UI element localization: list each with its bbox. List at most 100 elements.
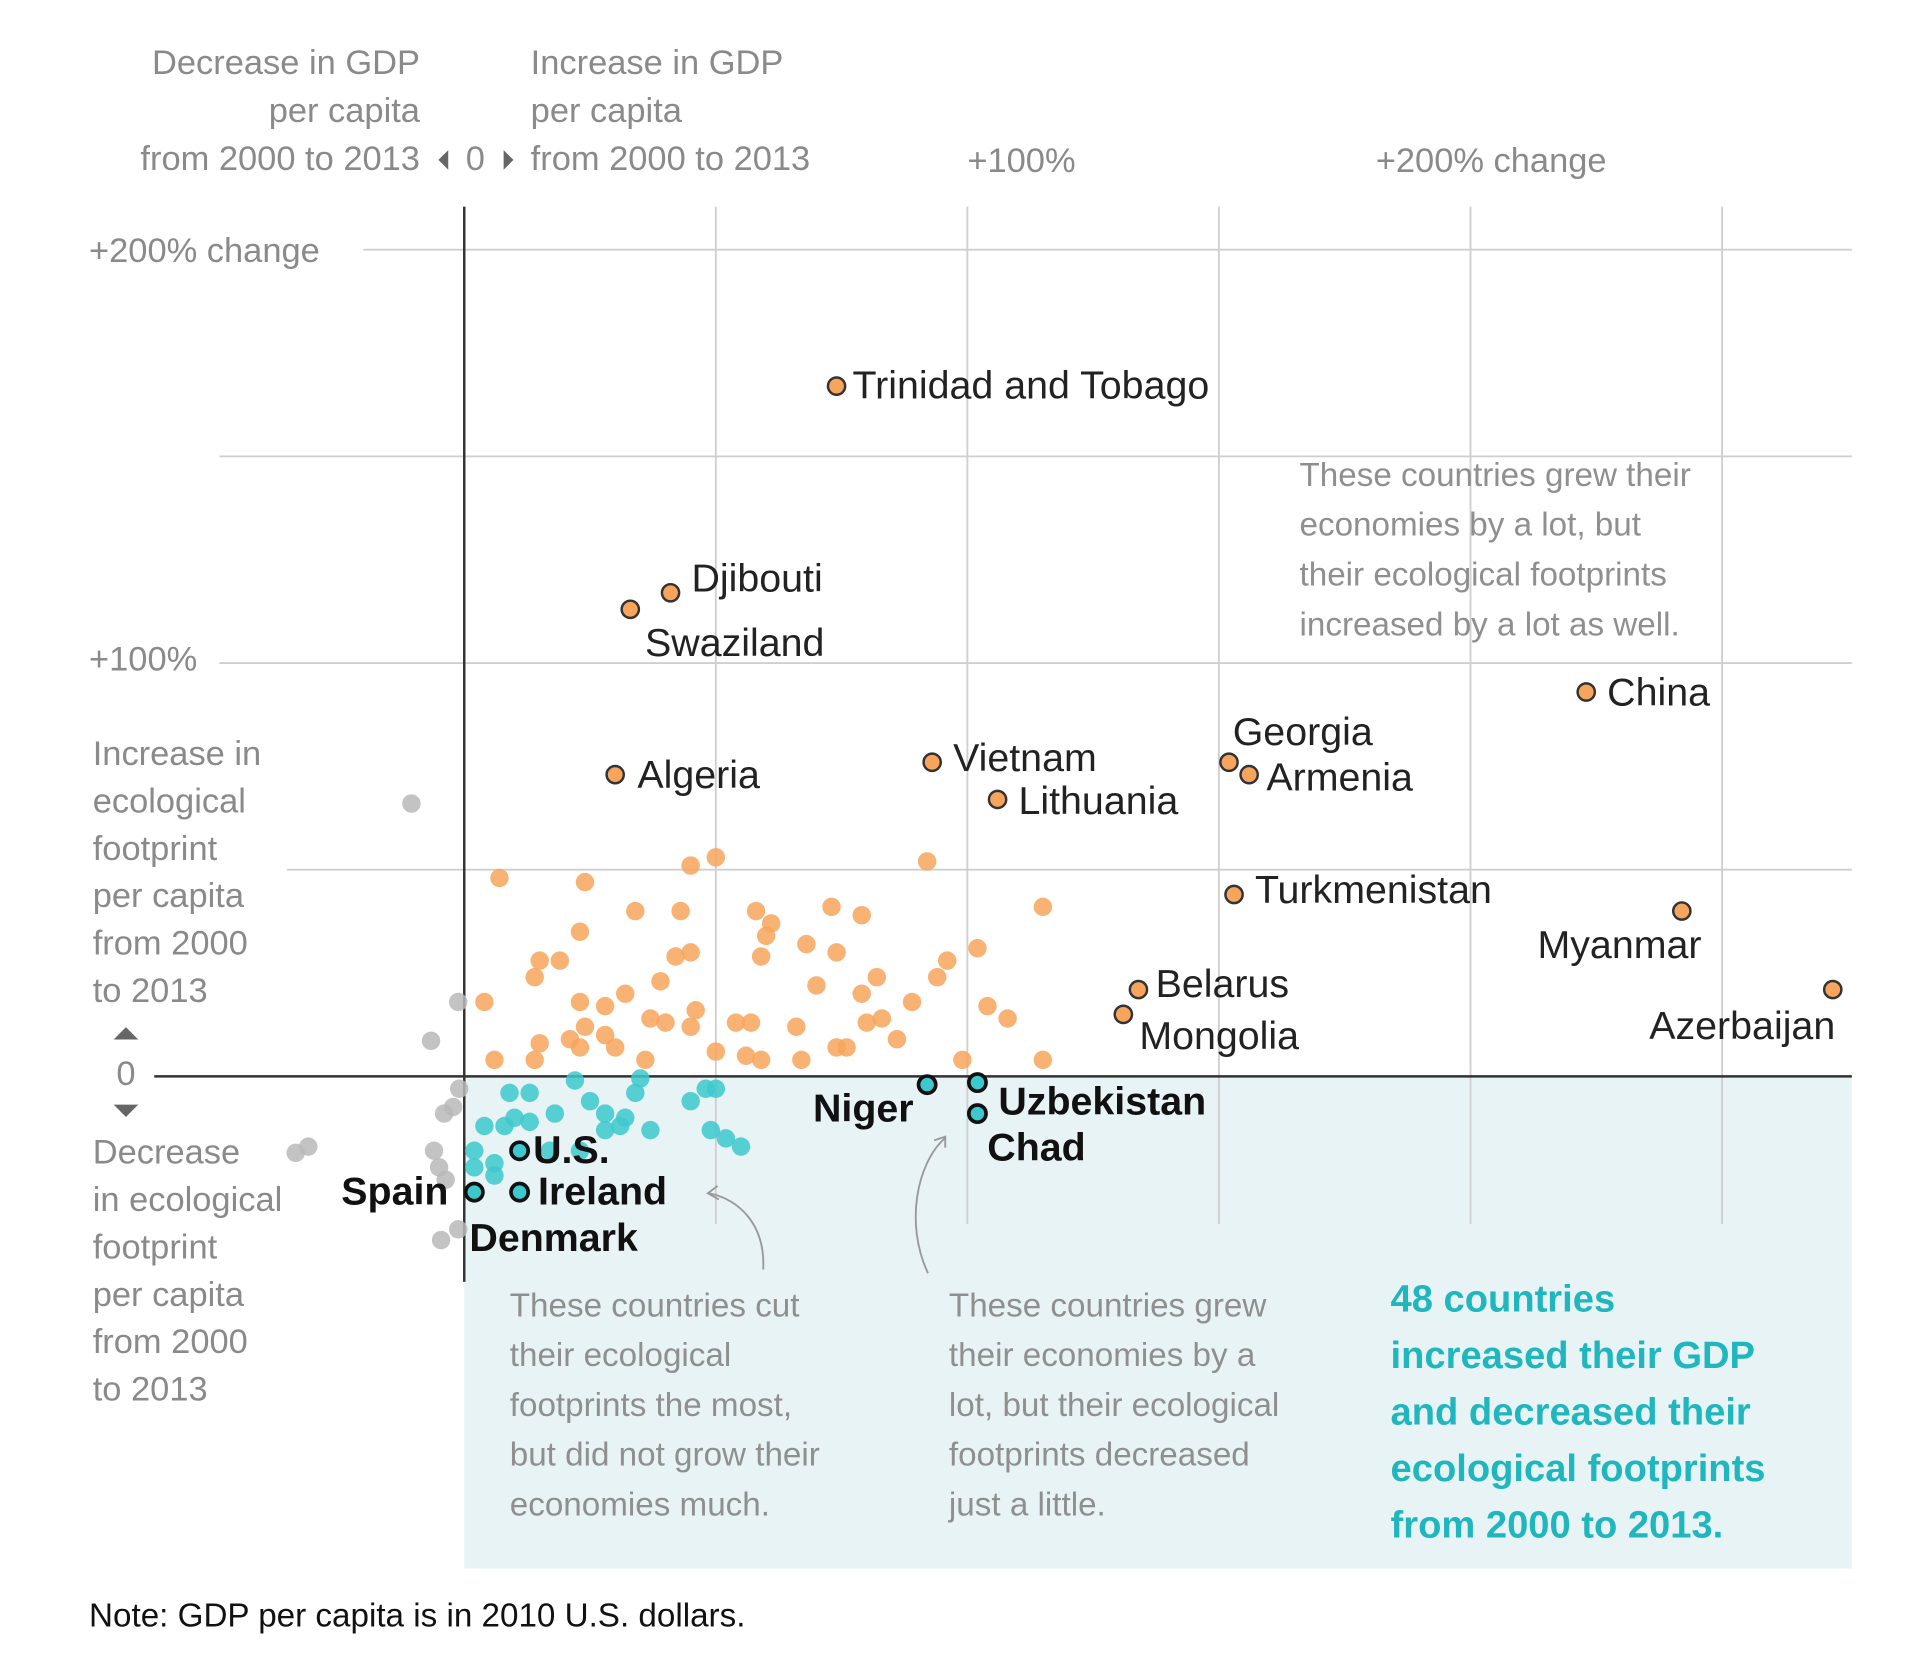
decoupled-point [641, 1120, 660, 1140]
increase_both-point [726, 1013, 746, 1032]
point-label-lithuania: Lithuania [1018, 779, 1178, 823]
decoupled-point [475, 1116, 494, 1136]
gdp_decrease-point [436, 1170, 455, 1189]
annotation-top-right-line: These countries grew their [1300, 457, 1691, 494]
increase_both-point [641, 1009, 660, 1028]
x-axis-label-negative-line: Decrease in GDP [152, 44, 420, 82]
point-azerbaijan [1822, 979, 1843, 1000]
increase_both-point [917, 852, 937, 871]
gdp_decrease-point [449, 1079, 469, 1099]
increase_both-point [827, 943, 846, 962]
increase_both-point [530, 1034, 549, 1053]
point-label-u-s: U.S. [533, 1128, 610, 1172]
increase_both-point [706, 848, 726, 867]
decoupled-point [500, 1083, 519, 1103]
annotation-grew-lot-line: footprints decreased [949, 1437, 1250, 1474]
increase_both-point [822, 897, 841, 917]
increase_both-point [595, 1025, 615, 1045]
increase_both-point [736, 1046, 756, 1065]
point-label-djibouti: Djibouti [691, 557, 822, 601]
increase_both-point [666, 947, 685, 966]
y-axis-label-negative-line: from 2000 [93, 1323, 248, 1361]
y-axis-label-negative-line: Decrease [93, 1134, 240, 1172]
increase_both-point [605, 1038, 625, 1057]
increase_both-point [550, 951, 570, 970]
decoupled-point [570, 1141, 590, 1161]
point-mongolia [1113, 1004, 1134, 1025]
point-trinidad-and-tobago [826, 376, 847, 396]
annotation-cut-most-line: their ecological [510, 1337, 731, 1374]
decoupled-point [610, 1116, 630, 1136]
increase_both-point [681, 1017, 700, 1037]
point-label-chad: Chad [987, 1125, 1085, 1169]
annotation-grew-lot-line: just a little. [948, 1487, 1106, 1524]
increase_both-point [570, 992, 590, 1012]
point-label-mongolia: Mongolia [1139, 1014, 1299, 1058]
point-vietnam [922, 752, 943, 773]
arrow-up-icon [113, 1027, 139, 1040]
annotations: These countries grew their economies by a… [510, 457, 1766, 1547]
increase_both-point [651, 972, 670, 991]
point-niger [916, 1074, 938, 1096]
annotation-cut-most-line: economies much. [510, 1487, 770, 1524]
increase_both-point [490, 868, 509, 888]
point-turkmenistan [1224, 884, 1244, 905]
annotation-cut-most-line: footprints the most, [510, 1387, 792, 1424]
gdp_decrease-point [421, 1031, 441, 1051]
arrow-right-icon [503, 150, 514, 170]
increase_both-point [902, 992, 922, 1012]
increase_both-point [797, 934, 816, 954]
increase_both-point [953, 1050, 972, 1070]
increase_both-point [656, 1013, 675, 1032]
increase_both-point [530, 951, 549, 970]
increase_both-point [807, 976, 826, 995]
y-axis-label-negative-line: per capita [93, 1276, 245, 1314]
increase_both-point [756, 926, 776, 946]
decoupled-point [520, 1083, 539, 1103]
annotation-top-right-line: economies by a lot, but [1300, 507, 1641, 544]
decoupled-point [595, 1120, 615, 1140]
increase_both-point [857, 1013, 876, 1032]
annotation-top-right-line: increased by a lot as well. [1300, 606, 1680, 643]
increase_both-point [751, 1050, 771, 1070]
increase_both-point [751, 947, 771, 966]
increase_both-point [968, 939, 987, 958]
data-points: Trinidad and Tobago Djibouti Swaziland Alge… [286, 363, 1843, 1260]
increase_both-point [978, 996, 997, 1016]
increase_both-point [872, 1009, 892, 1028]
point-label-algeria: Algeria [637, 753, 760, 797]
gdp_decrease-point [448, 992, 468, 1012]
increase_both-point [485, 1050, 504, 1070]
annotation-cut-most-line: but did not grow their [510, 1437, 820, 1474]
y-axis-label-positive-line: to 2013 [93, 972, 208, 1010]
point-label-ireland: Ireland [538, 1169, 667, 1213]
x-tick-label: +200% change [1376, 142, 1607, 180]
decoupled-point [631, 1069, 650, 1088]
arrow-down-icon [113, 1104, 139, 1117]
point-chad [966, 1103, 988, 1125]
decoupled-point [505, 1108, 524, 1127]
x-tick-label: +100% [967, 142, 1075, 180]
gdp_decrease-point [434, 1104, 454, 1123]
x-zero-tick-label: 0 [466, 140, 485, 178]
point-uzbekistan [966, 1072, 988, 1094]
point-label-swaziland: Swaziland [645, 621, 824, 665]
gdp_decrease-point [424, 1141, 444, 1161]
point-swaziland [620, 599, 641, 620]
point-label-china: China [1607, 671, 1710, 715]
increase_both-point [626, 901, 645, 921]
chart-note: Note: GDP per capita is in 2010 U.S. dol… [89, 1597, 745, 1634]
y-axis-label-positive-line: ecological [93, 783, 246, 821]
point-label-georgia: Georgia [1233, 710, 1373, 754]
decoupled-point [565, 1071, 585, 1090]
increase_both-point [1033, 1050, 1053, 1070]
point-u-s [509, 1140, 531, 1162]
increase_both-point [887, 1029, 907, 1049]
increase_both-point [706, 1042, 726, 1061]
annotation-headline-line: 48 countries [1391, 1277, 1616, 1320]
point-armenia [1239, 764, 1259, 785]
decoupled-point [540, 1141, 560, 1161]
increase_both-point [681, 856, 700, 875]
point-label-turkmenistan: Turkmenistan [1255, 868, 1492, 912]
